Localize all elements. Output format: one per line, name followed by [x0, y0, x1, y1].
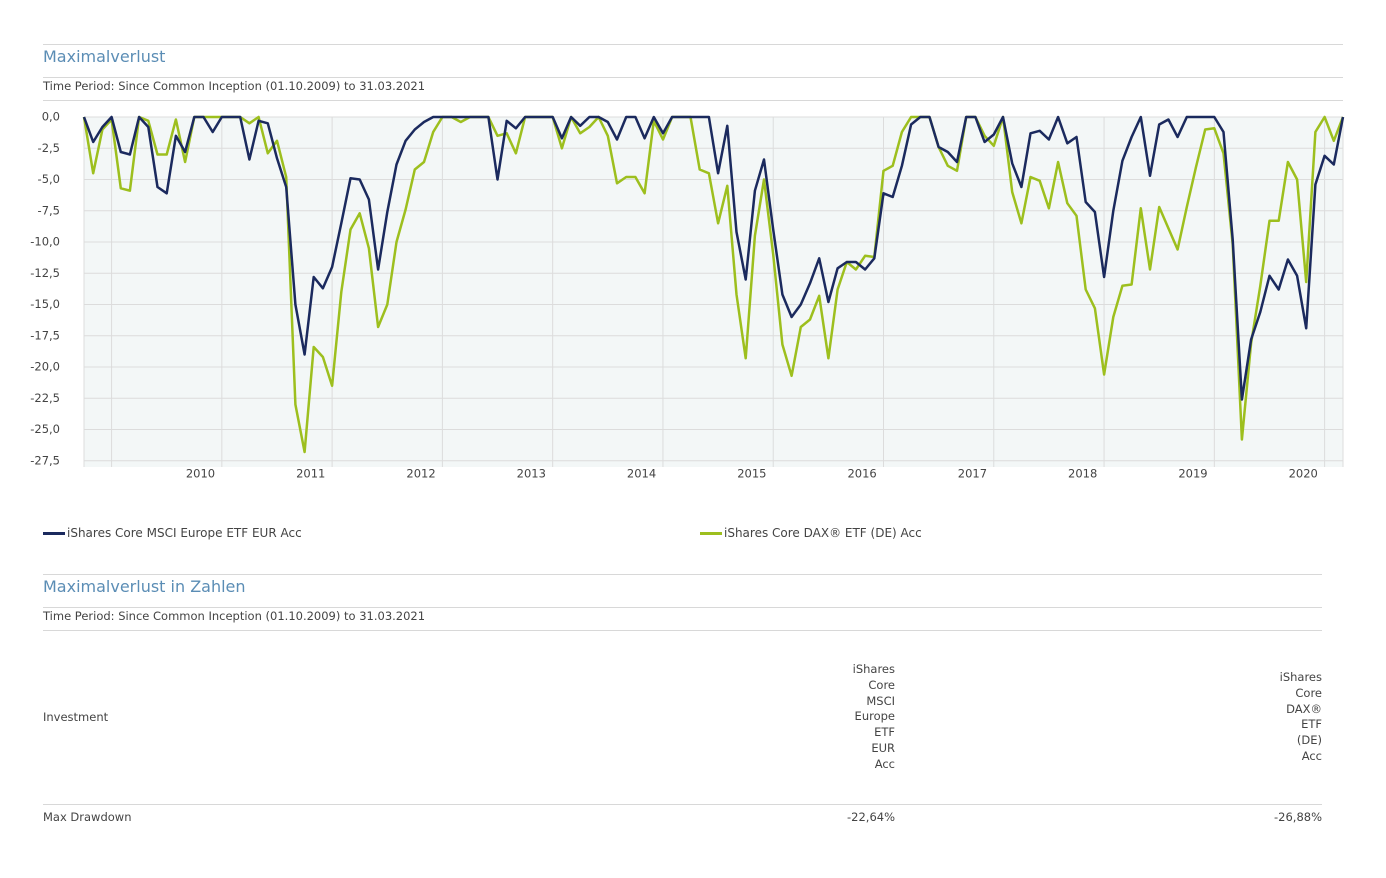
- divider: [43, 77, 1343, 78]
- y-tick-label: -15,0: [30, 297, 60, 311]
- x-tick-label: 2018: [1068, 467, 1097, 481]
- y-tick-label: -10,0: [30, 235, 60, 249]
- y-tick-label: -5,0: [38, 172, 60, 186]
- header-cell: Investment: [43, 710, 109, 725]
- y-tick-label: -17,5: [30, 328, 60, 342]
- legend-swatch: [700, 531, 722, 535]
- cell: Max Drawdown: [43, 810, 132, 825]
- legend-label: iShares Core DAX® ETF (DE) Acc: [724, 526, 922, 540]
- x-tick-label: 2020: [1289, 467, 1318, 481]
- header-cell: iShares Core MSCI Europe ETF EUR Acc: [473, 631, 895, 804]
- y-tick-label: -25,0: [30, 422, 60, 436]
- divider: [43, 630, 1322, 631]
- series-line: [82, 115, 1345, 454]
- header-text: iShares Core DAX® ETF (DE) Acc: [1279, 670, 1322, 763]
- chart-title: Maximalverlust: [43, 47, 166, 66]
- divider: [43, 100, 1343, 101]
- divider: [43, 574, 1322, 575]
- plot-area: [84, 117, 1343, 467]
- y-tick-label: -27,5: [30, 453, 60, 467]
- x-tick-label: 2013: [517, 467, 546, 481]
- legend-item[interactable]: iShares Core MSCI Europe ETF EUR Acc: [43, 526, 302, 540]
- y-tick-label: -12,5: [30, 266, 60, 280]
- cell: -22,64%: [847, 810, 895, 825]
- x-tick-label: 2016: [847, 467, 876, 481]
- x-tick-label: 2017: [958, 467, 987, 481]
- header-cell: iShares Core DAX® ETF (DE) Acc: [895, 631, 1322, 804]
- divider: [43, 44, 1343, 45]
- table: Investment iShares Core MSCI Europe ETF …: [43, 631, 1322, 830]
- table-subtitle: Time Period: Since Common Inception (01.…: [43, 609, 426, 623]
- y-tick-label: -7,5: [38, 203, 60, 217]
- x-tick-label: 2011: [296, 467, 325, 481]
- legend-label: iShares Core MSCI Europe ETF EUR Acc: [67, 526, 302, 540]
- x-tick-label: 2012: [406, 467, 435, 481]
- y-tick-label: 0,0: [42, 110, 60, 124]
- table-title: Maximalverlust in Zahlen: [43, 577, 246, 596]
- header-text: iShares Core MSCI Europe ETF EUR Acc: [852, 662, 895, 771]
- row: Max Drawdown -22,64% -26,88%: [43, 804, 1322, 830]
- chart: 0,0 -2,5 -5,0 -7,5 -10,0 -12,5 -15,0 -17,5 -20,0…: [30, 110, 1345, 481]
- x-tick-label: 2019: [1178, 467, 1207, 481]
- y-tick-label: -22,5: [30, 391, 60, 405]
- chart-subtitle: Time Period: Since Common Inception (01.…: [43, 79, 426, 93]
- y-tick-label: -2,5: [38, 141, 60, 155]
- cell: -26,88%: [1274, 810, 1322, 825]
- legend: iShares Core MSCI Europe ETF EUR Acc iSha…: [43, 526, 1343, 544]
- header-row: Investment iShares Core MSCI Europe ETF …: [43, 631, 1322, 804]
- x-tick-label: 2015: [737, 467, 766, 481]
- legend-swatch: [43, 531, 65, 535]
- divider: [43, 607, 1322, 608]
- series-line: [82, 115, 1345, 401]
- y-tick-label: -20,0: [30, 360, 60, 374]
- x-tick-label: 2014: [627, 467, 656, 481]
- x-tick-label: 2010: [186, 467, 215, 481]
- legend-item[interactable]: iShares Core DAX® ETF (DE) Acc: [700, 526, 922, 540]
